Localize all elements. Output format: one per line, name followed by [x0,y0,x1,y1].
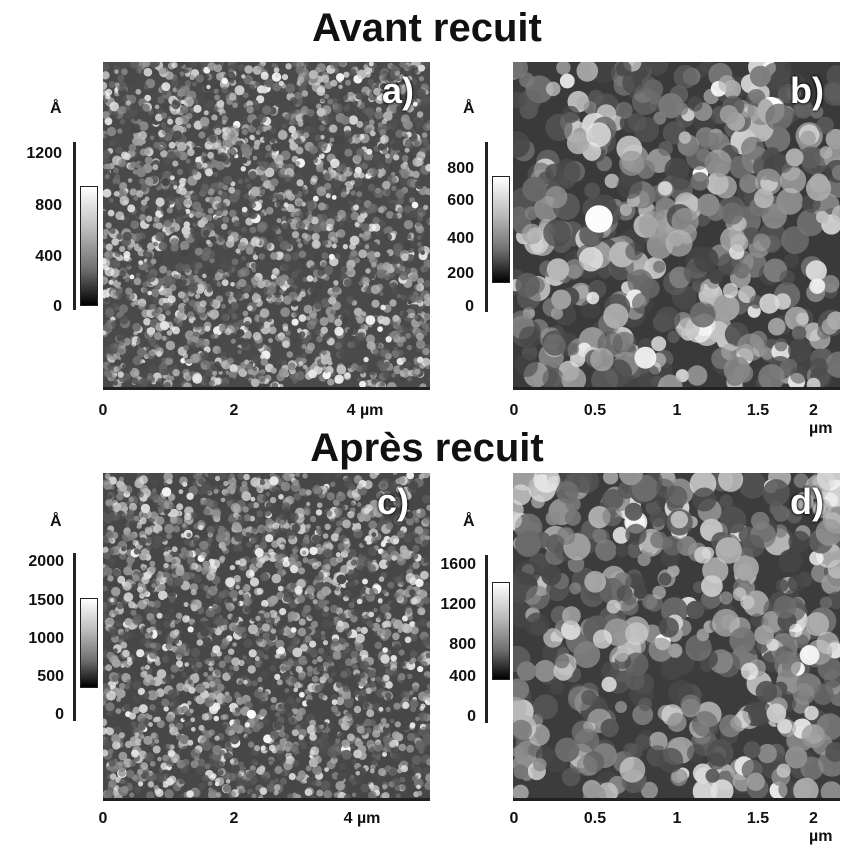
color-scale-bar-d [492,582,510,680]
panel-letter-d: d) [790,481,824,523]
x-tick-label: 0 [510,810,519,828]
scale-label: 2000 [20,553,64,571]
scale-label: 1200 [18,145,62,163]
afm-surface-a [103,62,430,387]
scale-label: 800 [432,636,476,654]
color-scale-bar-a [80,186,98,306]
unit-label-c: Å [50,513,62,531]
title-before-annealing: Avant recuit [0,6,854,50]
x-axis-d [513,798,840,801]
x-axis-c [103,798,430,801]
scale-label: 0 [20,706,64,724]
x-tick-label: 0 [510,402,519,420]
color-scale-bar-b [492,176,510,283]
x-tick-label: 1.5 [747,402,769,420]
unit-label-a: Å [50,100,62,118]
panel-letter-b: b) [790,70,824,112]
scale-label: 1200 [432,596,476,614]
x-tick-label: 1.5 [747,810,769,828]
scale-label: 400 [432,668,476,686]
x-tick-label: 4 µm [344,810,381,828]
scale-label: 400 [18,248,62,266]
scale-axis-d [485,555,488,723]
x-tick-label: 2 µm [809,810,839,846]
scale-label: 400 [430,230,474,248]
scale-axis-b [485,142,488,312]
x-tick-label: 0.5 [584,810,606,828]
x-tick-label: 1 [673,402,682,420]
scale-label: 0 [432,708,476,726]
x-tick-label: 4 µm [347,402,384,420]
scale-axis-c [73,553,76,721]
unit-label-d: Å [463,513,475,531]
scale-label: 600 [430,192,474,210]
x-tick-label: 0 [99,402,108,420]
scale-axis-a [73,142,76,310]
color-scale-bar-c [80,598,98,688]
scale-label: 1600 [432,556,476,574]
x-tick-label: 2 µm [809,402,839,438]
afm-image-a [103,62,430,387]
x-tick-label: 2 [230,810,239,828]
scale-label: 1000 [20,630,64,648]
scale-label: 1500 [20,592,64,610]
scale-label: 800 [430,160,474,178]
x-tick-label: 0.5 [584,402,606,420]
panel-letter-c: c) [377,481,409,523]
x-tick-label: 1 [673,810,682,828]
title-after-annealing: Après recuit [0,426,854,470]
scale-label: 0 [430,298,474,316]
x-axis-a [103,387,430,390]
x-axis-b [513,387,840,390]
scale-label: 200 [430,265,474,283]
panel-letter-a: a) [382,70,414,112]
x-tick-label: 2 [230,402,239,420]
scale-label: 800 [18,197,62,215]
x-tick-label: 0 [99,810,108,828]
scale-label: 0 [18,298,62,316]
unit-label-b: Å [463,100,475,118]
scale-label: 500 [20,668,64,686]
